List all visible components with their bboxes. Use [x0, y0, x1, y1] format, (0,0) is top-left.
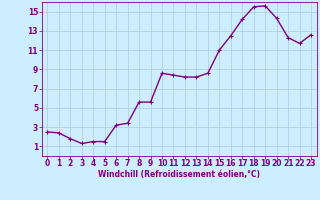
X-axis label: Windchill (Refroidissement éolien,°C): Windchill (Refroidissement éolien,°C)	[98, 170, 260, 179]
